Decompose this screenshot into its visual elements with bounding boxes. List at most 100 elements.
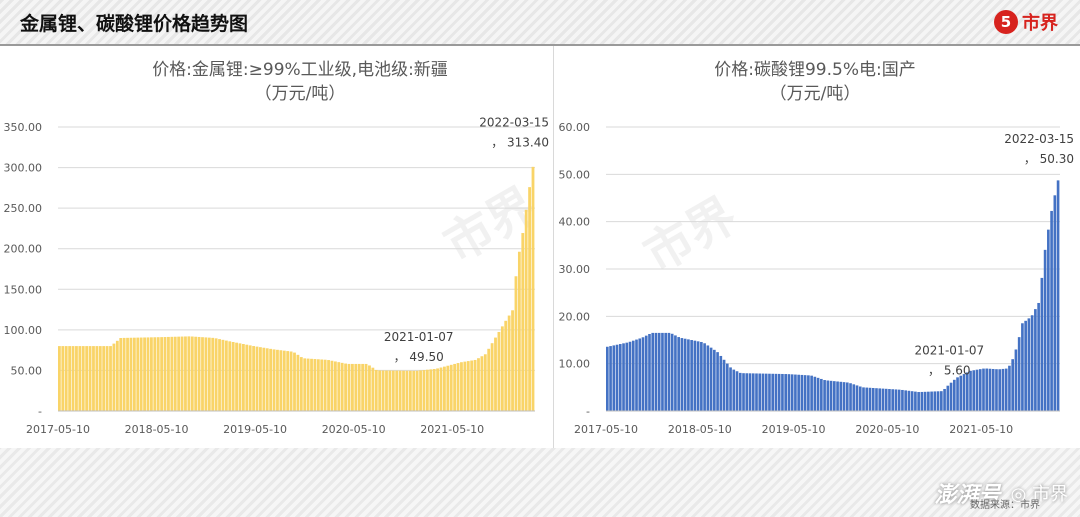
left-bar (466, 361, 470, 411)
right-chart-title: 价格:碳酸锂99.5%电:国产 （万元/吨） (575, 58, 1055, 106)
left-bar (262, 347, 266, 411)
right-bar (1034, 309, 1037, 411)
left-bar (436, 368, 439, 411)
right-bar (729, 367, 732, 411)
left-bar (310, 358, 313, 411)
right-bar (813, 376, 817, 411)
right-bar (878, 388, 882, 411)
right-bar (917, 392, 920, 411)
right-ytick-label: 30.00 (559, 263, 591, 276)
right-bar (790, 374, 794, 411)
left-annotation-value: ， 313.40 (491, 136, 549, 150)
left-bar (340, 362, 344, 411)
right-xtick-label: 2017-05-10 (574, 423, 638, 436)
left-bar (105, 346, 109, 411)
left-bar (487, 348, 491, 411)
left-bar (170, 336, 174, 411)
left-bar (490, 343, 494, 411)
left-bar (238, 343, 242, 411)
left-annotation-value: ， 49.50 (394, 350, 444, 364)
right-xtick-label: 2020-05-10 (855, 423, 919, 436)
left-bar (446, 365, 450, 411)
right-bar (940, 391, 943, 411)
right-bar (690, 340, 693, 411)
right-bar (706, 345, 710, 411)
right-bar (700, 341, 703, 411)
left-bar (180, 336, 184, 411)
left-ytick-label: 300.00 (4, 162, 43, 175)
left-bar (201, 337, 204, 411)
left-bar (507, 315, 511, 411)
left-bar (98, 346, 102, 411)
right-bar (661, 332, 664, 411)
right-bar (641, 337, 645, 411)
left-bar (374, 369, 378, 411)
right-bar (797, 374, 800, 411)
right-bar (612, 345, 616, 411)
right-bar (803, 375, 807, 411)
left-bar (432, 369, 436, 411)
right-bar (923, 391, 927, 411)
left-bar (81, 346, 85, 411)
right-bar (991, 368, 995, 411)
left-bar (92, 346, 95, 411)
logo-text: 市界 (1022, 13, 1058, 34)
right-xtick-label: 2018-05-10 (668, 423, 732, 436)
right-bar (875, 388, 878, 411)
right-bar (1027, 318, 1031, 411)
right-bar (1056, 180, 1060, 411)
left-bar (299, 357, 303, 411)
right-bar (654, 332, 658, 411)
left-bar (408, 370, 412, 411)
right-chart-unit: （万元/吨） (769, 84, 861, 104)
header-bar: 金属锂、碳酸锂价格趋势图 5 市界 (0, 0, 1080, 46)
left-chart-title: 价格:金属锂:≥99%工业级,电池级:新疆 （万元/吨） (60, 58, 540, 106)
right-bar (833, 381, 836, 411)
right-bar (696, 341, 700, 411)
left-bar (139, 337, 143, 411)
left-bar (276, 349, 279, 411)
left-bar (320, 359, 324, 411)
right-bar (738, 372, 742, 411)
left-bar (190, 336, 194, 411)
right-bar (606, 346, 609, 411)
left-bar (477, 358, 480, 411)
right-bar (625, 342, 629, 411)
right-bar (865, 387, 869, 411)
left-chart-title-text: 价格:金属锂:≥99%工业级,电池级:新疆 (152, 60, 448, 80)
right-annotation-date: 2022-03-15 (1004, 132, 1074, 146)
right-bar (615, 344, 619, 411)
left-bar (293, 352, 296, 411)
right-bar (972, 370, 976, 411)
right-bar (849, 383, 852, 411)
right-bar (771, 373, 775, 411)
left-bar (204, 337, 208, 411)
left-bar (163, 337, 167, 411)
right-bar (609, 346, 612, 411)
left-ytick-label: 150.00 (4, 283, 43, 296)
left-bar (351, 363, 354, 411)
left-xtick-label: 2019-05-10 (223, 423, 287, 436)
left-bar (453, 363, 457, 411)
left-bar (327, 360, 330, 411)
left-bar (511, 310, 514, 411)
left-bar (109, 346, 112, 411)
left-bar (228, 341, 232, 411)
left-bar (357, 363, 361, 411)
right-bar (807, 375, 810, 411)
right-bar (774, 373, 778, 411)
left-ytick-label: - (38, 405, 42, 418)
right-bar (858, 386, 862, 411)
left-bar (521, 233, 525, 411)
right-bar (1040, 277, 1044, 411)
left-bar (146, 337, 150, 411)
left-bar (405, 370, 409, 411)
right-bar (930, 391, 933, 411)
right-bar (764, 373, 768, 411)
left-bar (402, 370, 405, 411)
left-bar (422, 370, 426, 411)
right-bar (638, 338, 642, 411)
right-bar (927, 391, 930, 411)
left-bar (514, 276, 518, 411)
right-bar (755, 373, 758, 411)
